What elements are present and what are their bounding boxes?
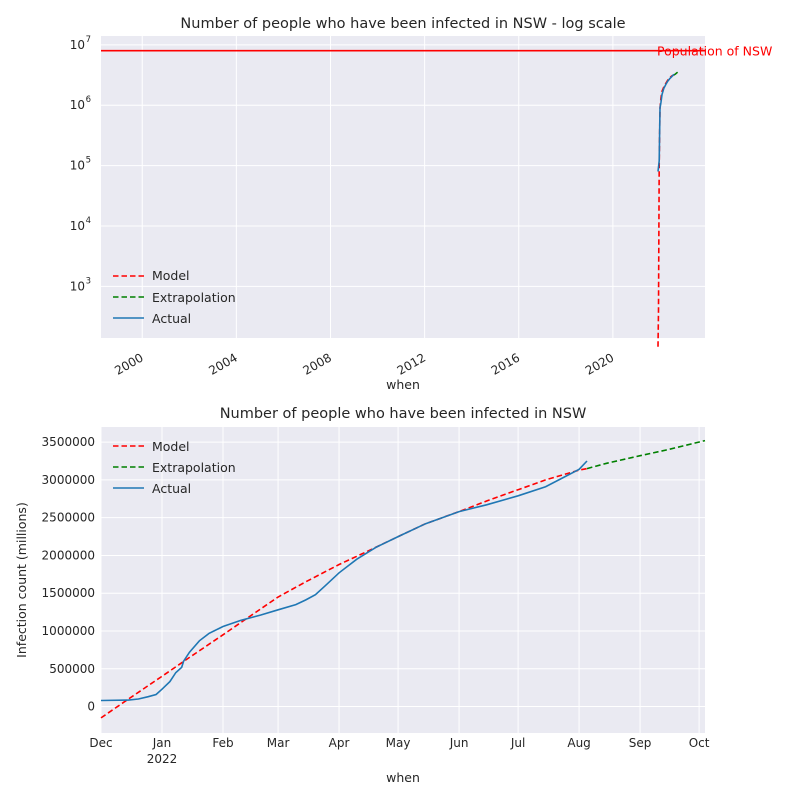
plot-background	[101, 427, 705, 733]
y-tick-labels: 0 500000 1000000 1500000 2000000 2500000 30000…	[42, 435, 95, 713]
x-grid	[141, 36, 614, 338]
y-tick-labels: 103 104 105 106 107	[70, 35, 91, 294]
y-tick-label: 105	[70, 156, 91, 173]
y-axis-label: Infection count (millions)	[14, 502, 29, 658]
x-tick-label: Jan	[152, 736, 172, 750]
x-tick-label: Jul	[510, 736, 525, 750]
series-line-actual	[100, 460, 588, 702]
legend-label-actual: Actual	[152, 481, 191, 496]
x-tick-label: Apr	[329, 736, 350, 750]
y-tick-label: 107	[70, 35, 91, 52]
legend: Model Extrapolation Actual	[113, 439, 236, 496]
x-tick-labels: 2000 2004 2008 2012 2016 2020	[112, 350, 616, 377]
log-scale-chart: Number of people who have been infected …	[70, 16, 773, 392]
x-tick-label: Oct	[689, 736, 710, 750]
x-tick-label: Feb	[212, 736, 233, 750]
legend: Model Extrapolation Actual	[113, 268, 236, 326]
y-tick-exponent: 6	[86, 95, 91, 105]
y-tick-label: 1500000	[42, 586, 95, 600]
x-tick-labels: Dec Jan 2022 Feb Mar Apr May Jun Jul Aug Sep Oct	[89, 736, 709, 766]
x-grid	[100, 427, 700, 733]
chart-title: Number of people who have been infected …	[180, 16, 625, 32]
y-tick-exponent: 3	[86, 276, 91, 286]
legend-label-model: Model	[152, 439, 190, 454]
x-axis-label: when	[386, 770, 420, 785]
population-reference-label: Population of NSW	[657, 44, 772, 59]
y-tick-label: 1000000	[42, 624, 95, 638]
y-tick-label: 0	[87, 700, 95, 714]
y-tick-label: 2500000	[42, 511, 95, 525]
y-tick-label: 103	[70, 276, 91, 293]
y-tick-label: 3000000	[42, 473, 95, 487]
y-grid	[101, 441, 705, 708]
x-tick-label: May	[386, 736, 411, 750]
linear-scale-chart: Number of people who have been infected …	[14, 406, 710, 785]
y-tick-label: 2000000	[42, 548, 95, 562]
y-tick-exponent: 5	[86, 156, 91, 166]
series-lines	[657, 71, 679, 347]
series-line-extrapolation	[673, 71, 679, 76]
x-tick-label: Aug	[567, 736, 590, 750]
y-tick-exponent: 4	[86, 216, 91, 226]
y-tick-label: 104	[70, 216, 91, 233]
chart-title: Number of people who have been infected …	[220, 406, 587, 422]
series-lines	[100, 439, 706, 719]
legend-label-model: Model	[152, 268, 190, 283]
legend-label-extrapolation: Extrapolation	[152, 460, 236, 475]
legend-label-extrapolation: Extrapolation	[152, 290, 236, 305]
series-line-model	[100, 467, 588, 719]
y-tick-label: 3500000	[42, 435, 95, 449]
plot-background	[101, 36, 705, 338]
series-line-actual	[657, 73, 675, 172]
y-tick-label: 106	[70, 95, 91, 112]
y-tick-exponent: 7	[86, 35, 91, 45]
x-tick-label: Dec	[89, 736, 112, 750]
x-tick-label: 2008	[301, 350, 334, 377]
x-tick-label: Mar	[267, 736, 290, 750]
x-tick-label: 2004	[206, 350, 239, 377]
series-line-extrapolation	[586, 439, 706, 470]
x-tick-label: 2020	[583, 350, 616, 377]
x-tick-label: Jun	[449, 736, 469, 750]
x-tick-label: 2000	[112, 350, 145, 377]
x-tick-year-label: 2022	[147, 752, 178, 766]
y-grid	[101, 44, 705, 287]
legend-label-actual: Actual	[152, 311, 191, 326]
x-tick-label: 2016	[489, 350, 522, 377]
x-tick-label: Sep	[629, 736, 652, 750]
y-tick-label: 500000	[49, 662, 95, 676]
x-axis-label: when	[386, 377, 420, 392]
x-tick-label: 2012	[395, 350, 428, 377]
